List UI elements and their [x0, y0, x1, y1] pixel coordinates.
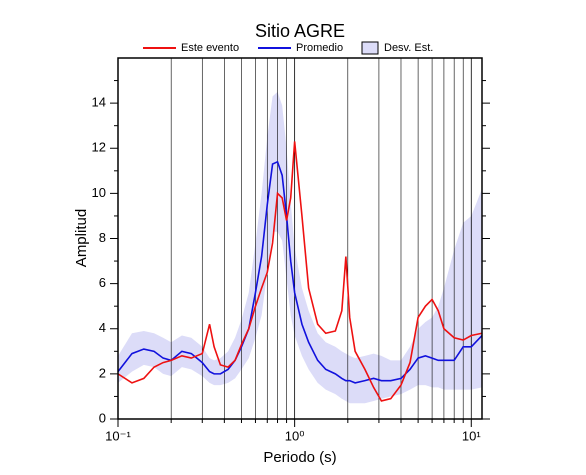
series-line: [117, 160, 483, 384]
x-tick-label: 10¹: [462, 428, 481, 443]
legend-swatch: [361, 41, 379, 55]
y-axis-label: Amplitud: [73, 209, 90, 267]
legend-label: Desv. Est.: [384, 42, 433, 54]
series-line: [117, 141, 483, 402]
y-tick-label: 0: [99, 410, 106, 425]
x-axis-label: Periodo (s): [263, 449, 336, 466]
legend-label: Este evento: [181, 42, 239, 54]
plot-frame: [117, 57, 483, 420]
y-tick-label: 12: [92, 140, 106, 155]
std-band: [118, 91, 482, 404]
legend-label: Promedio: [296, 42, 343, 54]
y-tick-label: 10: [92, 185, 106, 200]
y-tick-label: 8: [99, 230, 106, 245]
x-tick-label: 10⁰: [285, 428, 305, 443]
chart-title: Sitio AGRE: [255, 21, 345, 41]
x-tick-label: 10⁻¹: [105, 428, 131, 443]
y-tick-label: 2: [99, 365, 106, 380]
legend: Este evento Promedio Desv. Est.: [143, 41, 433, 55]
y-tick-label: 4: [99, 320, 106, 335]
y-tick-label: 6: [99, 275, 106, 290]
y-tick-label: 14: [92, 95, 106, 110]
